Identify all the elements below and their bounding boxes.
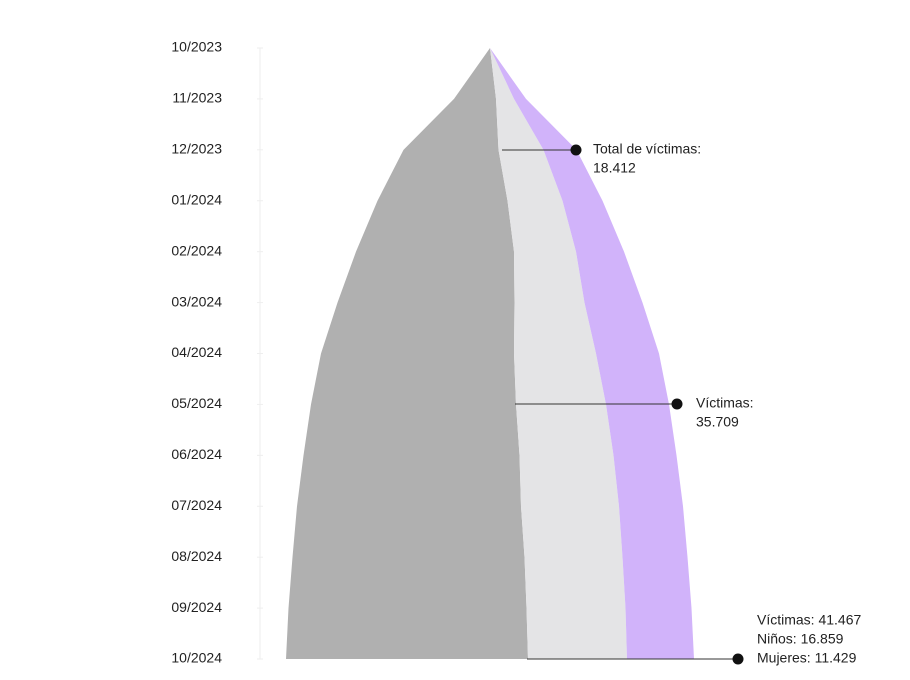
y-tick-label: 05/2024 — [171, 395, 222, 411]
y-tick-label: 11/2023 — [172, 90, 222, 106]
y-tick-label: 04/2024 — [171, 344, 222, 360]
y-tick-label: 10/2024 — [171, 650, 222, 666]
annotation-text: 18.412 — [593, 160, 636, 176]
annotation-text: Mujeres: 11.429 — [757, 650, 857, 666]
y-tick-label: 10/2023 — [171, 39, 222, 55]
annotation-dot — [570, 144, 582, 156]
y-tick-label: 02/2024 — [171, 242, 222, 258]
annotation-dot — [671, 398, 683, 410]
y-tick-label: 03/2024 — [171, 293, 222, 309]
stream-band — [490, 48, 694, 659]
annotation-dot — [732, 653, 744, 665]
y-tick-label: 12/2023 — [171, 141, 222, 157]
y-tick-label: 09/2024 — [171, 599, 222, 615]
stream-band — [490, 48, 627, 659]
annotation-text: Víctimas: 41.467 — [757, 612, 861, 628]
y-tick-label: 06/2024 — [171, 446, 222, 462]
annotation-text: 35.709 — [696, 414, 739, 430]
annotation-text: Niños: 16.859 — [757, 631, 844, 647]
y-tick-label: 01/2024 — [171, 191, 222, 207]
annotation-text: Víctimas: — [696, 395, 754, 411]
annotation-text: Total de víctimas: — [593, 141, 701, 157]
y-tick-label: 08/2024 — [171, 548, 222, 564]
stream-band — [286, 48, 528, 659]
y-tick-label: 07/2024 — [171, 497, 222, 513]
